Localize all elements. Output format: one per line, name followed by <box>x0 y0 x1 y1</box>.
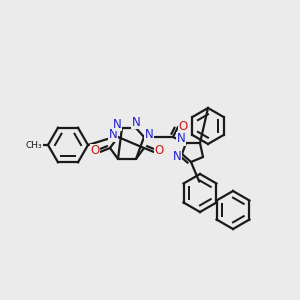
Text: CH₃: CH₃ <box>26 140 42 149</box>
Text: O: O <box>178 119 188 133</box>
Text: N: N <box>132 116 140 128</box>
Text: N: N <box>109 128 117 142</box>
Text: N: N <box>112 118 122 130</box>
Text: N: N <box>172 151 182 164</box>
Text: N: N <box>177 133 185 146</box>
Text: O: O <box>154 145 164 158</box>
Text: O: O <box>90 145 100 158</box>
Text: N: N <box>145 128 153 142</box>
